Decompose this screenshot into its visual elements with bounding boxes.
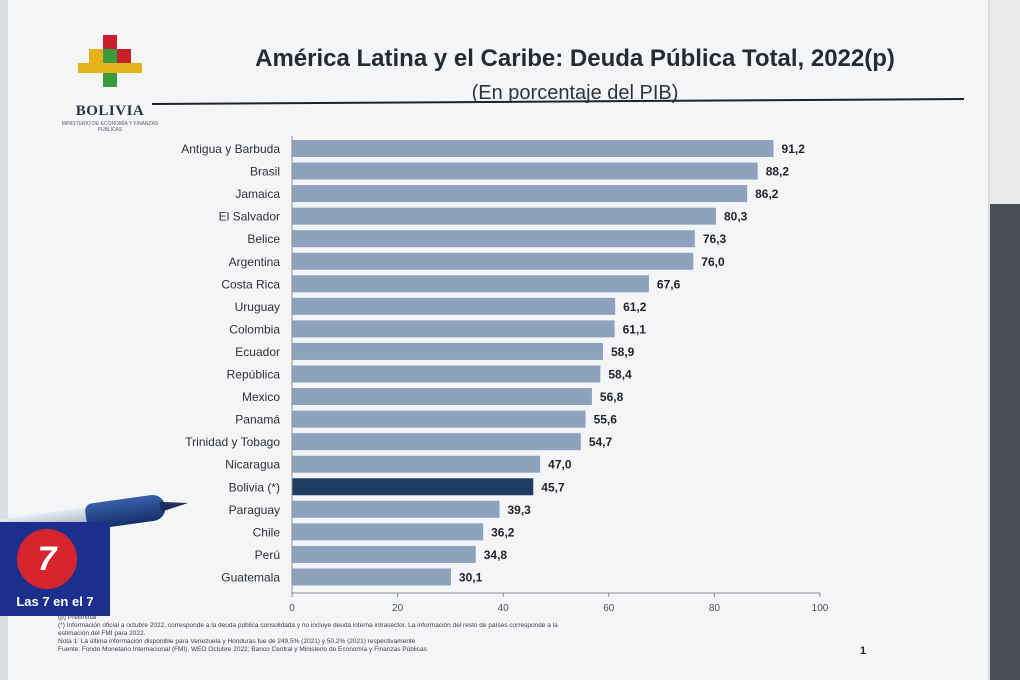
value-label: 58,9 [611,345,635,359]
bar [292,545,476,563]
channel-logo-icon: 7 [17,529,77,589]
logo-name: BOLIVIA [75,103,145,119]
category-label: Antigua y Barbuda [181,142,280,156]
value-label: 58,4 [608,368,632,382]
x-tick-label: 0 [289,603,295,614]
category-label: El Salvador [219,210,280,224]
category-label: Jamaica [235,187,280,201]
bar [292,568,451,586]
x-tick-label: 20 [392,603,404,614]
chart-subtitle: (En porcentaje del PIB) [471,82,679,104]
chart-title: América Latina y el Caribe: Deuda Públic… [255,45,895,72]
category-label: República [227,368,281,382]
category-label: Ecuador [235,345,280,359]
category-label: Paraguay [229,503,280,517]
category-label: Nicaragua [225,458,280,472]
bar [292,207,716,225]
footnote-line: estimación del FMI para 2022. [58,630,146,637]
chakana-logo-icon [78,35,142,91]
channel-badge: 7 Las 7 en el 7 [0,522,110,616]
bar [292,455,541,473]
category-label: Costa Rica [221,277,280,291]
bolivia-ministry-logo: BOLIVIA MINISTERIO DE ECONOMÍA Y FINANZA… [50,35,170,133]
value-label: 34,8 [484,548,508,562]
footnote-line: (*) Información oficial a octubre 2022, … [58,622,558,629]
bar [292,185,748,203]
category-label: Argentina [229,255,281,269]
value-label: 54,7 [589,435,613,449]
x-tick-label: 60 [603,603,615,614]
footnote-line: (p) Preliminar [58,614,98,621]
x-tick-label: 80 [709,603,721,614]
category-label: Chile [253,525,281,539]
bar [292,162,758,180]
category-label: Perú [255,548,280,562]
value-label: 30,1 [459,570,483,584]
value-label: 45,7 [541,480,565,494]
bar [292,388,592,406]
category-label: Trinidad y Tobago [185,435,280,449]
value-label: 76,0 [701,255,725,269]
bar [292,297,616,315]
category-label: Belice [247,232,280,246]
footnote-line: Nota 1: La última información disponible… [58,638,416,645]
x-tick-label: 40 [498,603,510,614]
value-label: 67,6 [657,277,681,291]
bar [292,275,649,293]
category-label: Brasil [250,165,280,179]
bar [292,342,603,360]
x-tick-label: 100 [812,603,829,614]
category-label: Guatemala [221,570,280,584]
bar [292,478,534,496]
bar [292,252,694,270]
value-label: 88,2 [766,165,790,179]
category-label: Uruguay [235,300,280,314]
bar [292,365,601,383]
bar [292,523,484,541]
value-label: 39,3 [508,503,532,517]
bar [292,320,615,338]
category-label: Colombia [229,322,280,336]
bar [292,230,695,248]
presentation-slide [8,0,988,680]
category-label: Bolivia (*) [229,480,280,494]
value-label: 91,2 [782,142,806,156]
value-label: 61,1 [623,322,647,336]
category-label: Mexico [242,390,280,404]
value-label: 55,6 [594,413,618,427]
bar [292,500,500,518]
bar [292,410,586,428]
channel-label: Las 7 en el 7 [16,594,94,609]
bar [292,433,581,451]
value-label: 56,8 [600,390,624,404]
value-label: 86,2 [755,187,779,201]
value-label: 47,0 [548,458,572,472]
background-edge [990,0,1020,680]
value-label: 76,3 [703,232,727,246]
value-label: 36,2 [491,525,515,539]
footnote-line: Fuente: Fondo Monetario Internacional (F… [58,646,427,653]
logo-ministry: MINISTERIO DE ECONOMÍA Y FINANZAS PÚBLIC… [61,121,159,133]
page-number: 1 [860,645,867,657]
value-label: 61,2 [623,300,647,314]
bar [292,140,774,157]
category-label: Panamá [235,413,280,427]
value-label: 80,3 [724,210,748,224]
footnotes: (p) Preliminar (*) Información oficial a … [58,614,838,654]
